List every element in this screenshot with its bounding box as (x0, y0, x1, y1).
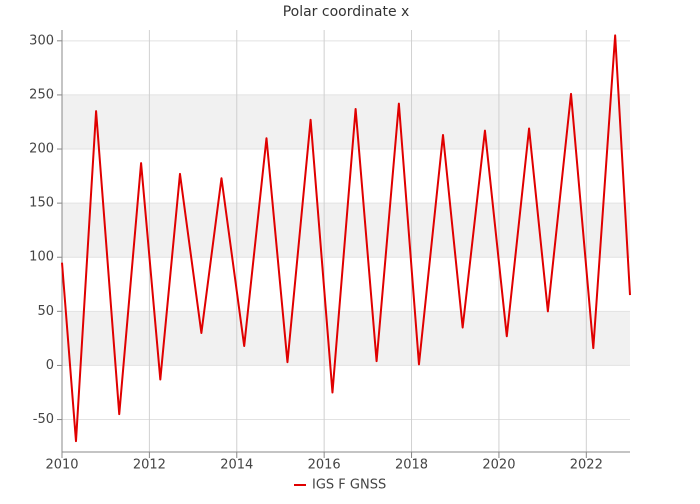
grid-band (62, 311, 630, 366)
x-tick-label: 2012 (133, 458, 166, 473)
chart-title: Polar coordinate x (283, 4, 410, 20)
y-tick-label: 150 (29, 196, 54, 211)
grid-band (62, 94, 630, 150)
data-line (61, 34, 631, 443)
y-tick-label: 100 (29, 250, 54, 265)
x-tick-label: 2014 (220, 458, 253, 473)
x-tick-label: 2022 (570, 458, 603, 473)
x-tick-label: 2020 (482, 458, 515, 473)
y-tick-label: 300 (29, 33, 54, 48)
y-tick-label: 50 (37, 304, 54, 319)
y-tick-label: 250 (29, 87, 54, 102)
legend-label: IGS F GNSS (312, 478, 386, 493)
y-tick-label: 0 (46, 358, 54, 373)
y-tick-label: 200 (29, 142, 54, 157)
x-tick-label: 2018 (395, 458, 428, 473)
x-tick-label: 2010 (45, 458, 78, 473)
legend: IGS F GNSS (294, 478, 386, 493)
x-tick-label: 2016 (308, 458, 341, 473)
y-tick-label: -50 (33, 412, 54, 427)
